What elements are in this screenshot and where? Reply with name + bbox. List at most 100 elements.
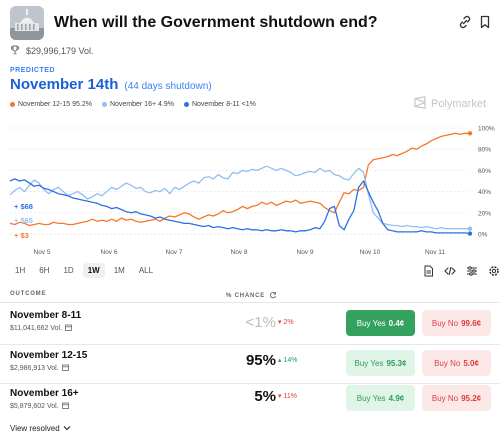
- outcome-name: November 12-15: [10, 350, 88, 361]
- buy-no-button[interactable]: Buy No 5.0¢: [422, 350, 491, 376]
- series-end-dot-2: [467, 231, 473, 236]
- x-tick-label: Nov 7: [166, 249, 183, 256]
- buy-no-button[interactable]: Buy No 95.2¢: [422, 385, 491, 411]
- market-title: When will the Government shutdown end?: [54, 14, 378, 31]
- outcome-name: November 8-11: [10, 310, 82, 321]
- series-end-dot-1: [467, 226, 473, 231]
- bookmark-icon[interactable]: [478, 15, 494, 31]
- x-tick-label: Nov 9: [297, 249, 314, 256]
- view-resolved-toggle[interactable]: View resolved: [10, 424, 71, 433]
- x-tick-label: Nov 11: [425, 249, 445, 256]
- table-divider: [0, 302, 500, 303]
- buy-yes-price: 95.3¢: [386, 358, 407, 368]
- legend-label: November 16+ 4.9%: [109, 101, 174, 108]
- outcome-column-header: OUTCOME: [10, 291, 47, 297]
- gear-icon[interactable]: [488, 265, 500, 277]
- predicted-outcome: November 14th: [10, 76, 119, 93]
- range-6h[interactable]: 6H: [39, 266, 50, 275]
- x-tick-label: Nov 8: [231, 249, 248, 256]
- total-volume: $29,996,179 Vol.: [26, 46, 94, 56]
- outcome-row[interactable]: November 12-15 $2,986,913 Vol. 95% ▴ 14%…: [0, 346, 500, 382]
- outcome-chance: 5%: [254, 388, 276, 405]
- outcome-chance: <1%: [245, 314, 276, 331]
- chance-column-header: % CHANCE: [226, 291, 277, 301]
- buy-no-label: Buy No: [431, 318, 459, 328]
- polymarket-logo-icon: [414, 96, 426, 112]
- y-tick-label: 40%: [478, 189, 491, 196]
- outcome-change: ▴ 14%: [278, 357, 298, 364]
- legend-item: November 12-15 95.2%: [10, 101, 92, 108]
- predicted-detail: (44 days shutdown): [124, 81, 212, 92]
- y-tick-label: 80%: [478, 147, 491, 154]
- chevron-down-icon: [63, 424, 71, 433]
- trophy-icon: [10, 45, 20, 57]
- settings-sliders-icon[interactable]: [466, 265, 478, 277]
- range-1m[interactable]: 1M: [113, 266, 125, 275]
- chart-legend: November 12-15 95.2% November 16+ 4.9% N…: [10, 101, 256, 108]
- value-label: + $68: [14, 202, 33, 211]
- outcome-volume-value: $5,879,602 Vol.: [10, 403, 59, 410]
- outcome-volume-value: $11,041,662 Vol.: [10, 325, 63, 332]
- link-icon[interactable]: [458, 15, 474, 31]
- series-line-1: [9, 165, 470, 230]
- legend-label: November 8-11 <1%: [191, 101, 256, 108]
- y-tick-label: 0%: [478, 232, 488, 239]
- value-label: + $65: [14, 216, 33, 225]
- market-thumbnail: [10, 6, 44, 40]
- calendar-icon: [65, 324, 72, 333]
- range-all[interactable]: ALL: [138, 266, 154, 275]
- price-history-chart[interactable]: 0% 20% 40% 60% 80% 100% Nov 5 Nov 6 Nov 7 Nov 8 No…: [0, 118, 500, 260]
- outcome-change: ▾ 2%: [278, 319, 294, 326]
- buy-yes-button[interactable]: Buy Yes 95.3¢: [346, 350, 415, 376]
- range-1w[interactable]: 1W: [82, 263, 105, 278]
- chart-tools: [422, 265, 500, 277]
- calendar-icon: [61, 402, 69, 411]
- legend-item: November 8-11 <1%: [183, 101, 256, 108]
- buy-yes-button[interactable]: Buy Yes 0.4¢: [346, 310, 415, 336]
- refresh-icon[interactable]: [269, 291, 277, 301]
- outcome-volume: $11,041,662 Vol.: [10, 324, 72, 333]
- outcome-row[interactable]: November 8-11 $11,041,662 Vol. <1% ▾ 2% …: [0, 306, 500, 342]
- range-1d[interactable]: 1D: [63, 266, 74, 275]
- buy-no-price: 5.0¢: [463, 358, 479, 368]
- chance-header-label: % CHANCE: [226, 293, 266, 299]
- x-tick-label: Nov 10: [360, 249, 381, 256]
- time-range-selector: 1H 6H 1D 1W 1M ALL: [10, 263, 158, 278]
- buy-no-label: Buy No: [434, 358, 461, 368]
- buy-yes-button[interactable]: Buy Yes 4.9¢: [346, 385, 415, 411]
- y-tick-label: 60%: [478, 168, 491, 175]
- buy-no-price: 99.6¢: [461, 318, 482, 328]
- polymarket-watermark: Polymarket: [414, 96, 486, 112]
- embed-code-icon[interactable]: [444, 265, 456, 277]
- outcome-volume: $2,986,913 Vol.: [10, 364, 69, 373]
- y-tick-label: 20%: [478, 210, 491, 217]
- legend-dot-orange: [10, 102, 15, 107]
- buy-yes-label: Buy Yes: [356, 393, 386, 403]
- buy-yes-price: 0.4¢: [388, 318, 405, 328]
- series-line-2: [9, 178, 471, 235]
- outcome-row[interactable]: November 16+ $5,879,602 Vol. 5% ▾ 11% Bu…: [0, 385, 500, 421]
- range-1h[interactable]: 1H: [15, 266, 26, 275]
- row-divider: [0, 344, 500, 345]
- document-icon[interactable]: [422, 265, 434, 277]
- row-divider: [0, 383, 500, 384]
- calendar-icon: [61, 364, 69, 373]
- y-tick-label: 100%: [478, 126, 495, 133]
- buy-no-label: Buy No: [431, 393, 459, 403]
- x-tick-label: Nov 6: [101, 249, 118, 256]
- outcome-volume-value: $2,986,913 Vol.: [10, 365, 59, 372]
- value-label: + $3: [14, 231, 29, 240]
- outcome-name: November 16+: [10, 388, 79, 399]
- brand-name: Polymarket: [431, 98, 487, 110]
- buy-yes-price: 4.9¢: [388, 393, 405, 403]
- market-volume: $29,996,179 Vol.: [10, 44, 94, 58]
- buy-no-button[interactable]: Buy No 99.6¢: [422, 310, 491, 336]
- buy-yes-label: Buy Yes: [356, 318, 386, 328]
- legend-item: November 16+ 4.9%: [101, 101, 174, 108]
- legend-dot-blue: [183, 102, 189, 107]
- legend-dot-lightblue: [101, 102, 107, 107]
- outcome-chance: 95%: [245, 352, 276, 369]
- view-resolved-label: View resolved: [10, 424, 60, 433]
- buy-yes-label: Buy Yes: [354, 358, 384, 368]
- series-end-dot-0: [467, 131, 473, 136]
